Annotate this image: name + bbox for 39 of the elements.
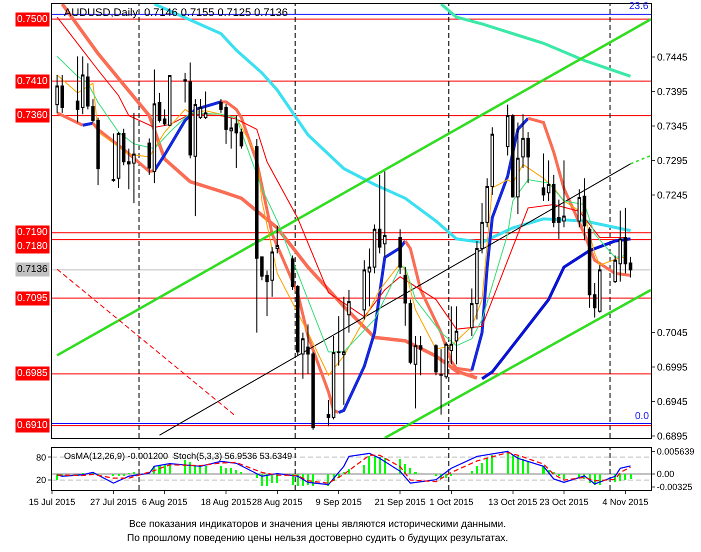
y-tick-label: 0.6945 — [657, 396, 688, 408]
y-tick-label: 0.005639 — [656, 446, 694, 457]
x-tick-label: 4 Nov 2015 — [602, 496, 648, 507]
x-tick-label: 9 Sep 2015 — [316, 496, 362, 507]
ref-line-label: 0.6985 — [17, 368, 48, 379]
y-tick-label: -0.00325 — [656, 482, 692, 492]
y-tick-label: 0.7045 — [657, 328, 688, 340]
ref-line-label: 0.7180 — [17, 241, 48, 252]
y-tick-label: 0.7445 — [657, 52, 688, 64]
x-tick-label: 27 Jul 2015 — [90, 496, 137, 507]
ref-line-label: 0.7410 — [17, 76, 48, 87]
x-tick-label: 15 Jul 2015 — [28, 496, 76, 507]
y2-tick-label: 20 — [36, 475, 46, 486]
x-tick-label: 1 Oct 2015 — [429, 496, 474, 507]
annotation: 23.6 — [629, 1, 649, 12]
x-tick-label: 21 Sep 2015 — [374, 496, 426, 507]
ref-line-label: 0.7500 — [17, 14, 48, 25]
annotation: 0.0 — [635, 411, 650, 422]
x-tick-label: 13 Oct 2015 — [488, 496, 538, 507]
y-tick-label: 0.6995 — [657, 362, 688, 374]
chart-title: OsMA(12,26,9) -0.001200 Stoch(5,3,3) 56.9536 53.6349 — [64, 451, 292, 461]
ref-line-label: 0.7190 — [17, 227, 48, 238]
y-tick-label: 0.6895 — [657, 431, 688, 442]
y2-tick-label: 80 — [36, 452, 46, 462]
x-tick-label: 18 Aug 2015 — [200, 496, 252, 507]
text: Все показания индикаторов и значения цены являются историческими данными. — [129, 519, 506, 530]
ref-line-label: 0.7136 — [17, 264, 48, 275]
ref-line-label: 0.7095 — [17, 293, 48, 304]
y-tick-label: 0.7245 — [657, 190, 688, 202]
ref-line-label: 0.7360 — [17, 110, 48, 121]
x-tick-label: 28 Aug 2015 — [252, 496, 303, 507]
ref-line-label: 0.6910 — [17, 420, 48, 431]
y-tick-label: 0.7345 — [657, 121, 688, 132]
y-tick-label: 0.7295 — [657, 156, 688, 167]
x-tick-label: 23 Oct 2015 — [539, 496, 588, 507]
y-tick-label: 0.00 — [656, 469, 674, 480]
x-tick-label: 6 Aug 2015 — [142, 496, 188, 507]
y-tick-label: 0.7395 — [657, 86, 688, 98]
text: По прошлому поведению цены нельзя достоверно судить о будущих результатах. — [127, 533, 508, 544]
